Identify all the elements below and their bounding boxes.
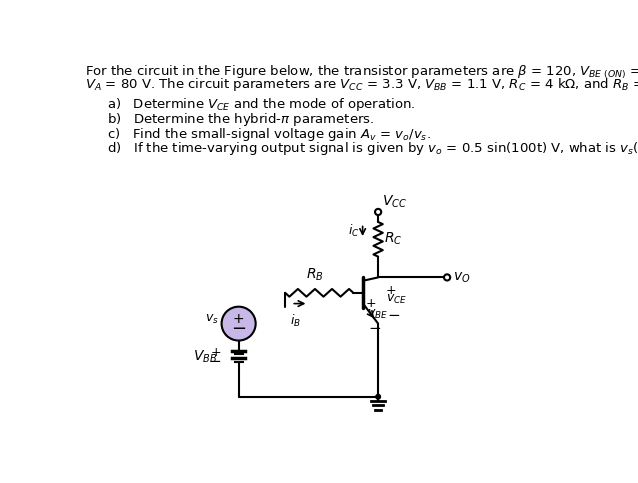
Text: c)   Find the small-signal voltage gain $A_v$ = $v_o$/$v_s$.: c) Find the small-signal voltage gain $A… xyxy=(107,126,431,142)
Circle shape xyxy=(375,209,382,215)
Circle shape xyxy=(376,395,380,399)
Text: d)   If the time-varying output signal is given by $v_o$ = 0.5 sin(100t) V, what: d) If the time-varying output signal is … xyxy=(107,141,638,157)
Circle shape xyxy=(444,274,450,281)
Text: $V_{CC}$: $V_{CC}$ xyxy=(382,194,407,211)
Text: b)   Determine the hybrid-$\pi$ parameters.: b) Determine the hybrid-$\pi$ parameters… xyxy=(107,111,375,128)
Text: $v_{BE}$: $v_{BE}$ xyxy=(367,308,388,321)
Circle shape xyxy=(221,307,256,341)
Text: a)   Determine $V_{CE}$ and the mode of operation.: a) Determine $V_{CE}$ and the mode of op… xyxy=(107,97,415,114)
Text: +: + xyxy=(233,312,244,326)
Text: $v_s$: $v_s$ xyxy=(205,313,218,327)
Text: $v_O$: $v_O$ xyxy=(454,270,471,284)
Text: $R_B$: $R_B$ xyxy=(306,267,324,283)
Text: −: − xyxy=(387,308,400,323)
Text: +: + xyxy=(211,346,221,359)
Text: $i_C$: $i_C$ xyxy=(348,223,360,239)
Text: +: + xyxy=(386,284,396,297)
Text: −: − xyxy=(209,354,221,369)
Text: $V_A$ = 80 V. The circuit parameters are $V_{CC}$ = 3.3 V, $V_{BB}$ = 1.1 V, $R_: $V_A$ = 80 V. The circuit parameters are… xyxy=(85,76,638,93)
Text: +: + xyxy=(366,298,376,311)
Text: $V_{BB}$: $V_{BB}$ xyxy=(193,349,217,365)
Text: −: − xyxy=(369,321,382,336)
Text: −: − xyxy=(231,320,246,338)
Text: $R_C$: $R_C$ xyxy=(384,231,403,247)
Text: $i_B$: $i_B$ xyxy=(290,313,300,329)
Text: For the circuit in the Figure below, the transistor parameters are $\beta$ = 120: For the circuit in the Figure below, the… xyxy=(85,63,638,81)
Text: $v_{CE}$: $v_{CE}$ xyxy=(386,293,407,306)
